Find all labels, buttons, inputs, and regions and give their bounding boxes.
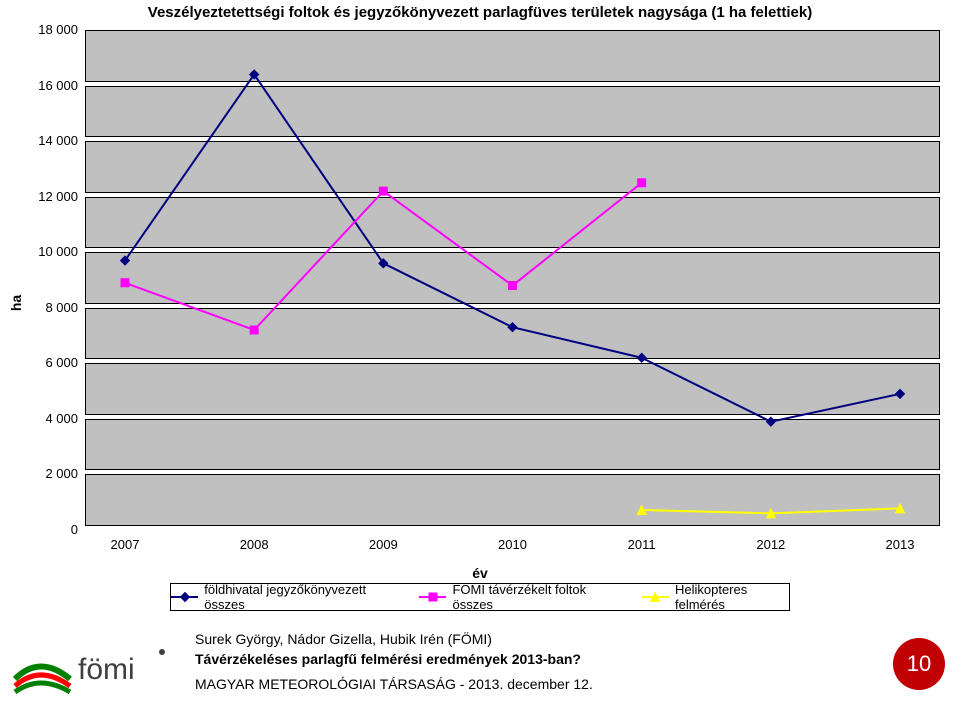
- y-tick-label: 10 000: [23, 244, 78, 259]
- series-marker: [637, 353, 646, 362]
- series-marker: [638, 179, 646, 187]
- y-tick-label: 18 000: [23, 22, 78, 37]
- x-tick-label: 2011: [628, 537, 656, 552]
- chart-area: ha 02 0004 0006 0008 00010 00012 00014 0…: [10, 30, 950, 575]
- y-tick-label: 6 000: [23, 355, 78, 370]
- series-overlay: [85, 30, 940, 530]
- x-tick-label: 2007: [111, 537, 140, 552]
- series-line: [125, 74, 900, 421]
- y-tick-label: 4 000: [23, 411, 78, 426]
- y-tick-label: 12 000: [23, 189, 78, 204]
- series-marker: [766, 417, 775, 426]
- legend-item: földhivatal jegyzőkönyvezett összes: [171, 582, 391, 612]
- series-line: [125, 183, 642, 330]
- series-marker: [121, 279, 129, 287]
- x-tick-label: 2009: [369, 537, 398, 552]
- x-axis-label: év: [472, 565, 488, 581]
- x-tick-label: 2013: [886, 537, 915, 552]
- y-tick-label: 16 000: [23, 78, 78, 93]
- footer-authors: Surek György, Nádor Gizella, Hubik Irén …: [195, 630, 593, 650]
- legend-line-icon: [642, 596, 669, 598]
- series-marker: [509, 282, 517, 290]
- y-axis-label: ha: [8, 294, 24, 310]
- svg-text:fömi: fömi: [78, 653, 135, 686]
- y-tick-label: 14 000: [23, 133, 78, 148]
- series-marker: [250, 326, 258, 334]
- x-tick-label: 2008: [240, 537, 269, 552]
- legend-label: földhivatal jegyzőkönyvezett összes: [204, 582, 391, 612]
- series-marker: [379, 187, 387, 195]
- series-marker: [508, 323, 517, 332]
- page-number-badge: 10: [893, 638, 945, 690]
- plot-region: 02 0004 0006 0008 00010 00012 00014 0001…: [85, 30, 940, 530]
- legend-item: FÖMI távérzékelt foltok összes: [419, 582, 614, 612]
- footer-title: Távérzékeléses parlagfű felmérési eredmé…: [195, 650, 593, 670]
- footer-org-date: MAGYAR METEOROLÓGIAI TÁRSASÁG - 2013. de…: [195, 675, 593, 695]
- footer: fömi Surek György, Nádor Gizella, Hubik …: [0, 624, 960, 702]
- legend-line-icon: [419, 596, 446, 598]
- y-tick-label: 8 000: [23, 300, 78, 315]
- x-tick-label: 2010: [498, 537, 527, 552]
- footer-text: Surek György, Nádor Gizella, Hubik Irén …: [195, 630, 593, 695]
- y-tick-label: 2 000: [23, 466, 78, 481]
- legend-label: Helikopteres felmérés: [675, 582, 789, 612]
- chart-title: Veszélyeztetettségi foltok és jegyzőköny…: [0, 4, 960, 21]
- legend: földhivatal jegyzőkönyvezett összes FÖMI …: [170, 583, 790, 611]
- fomi-logo-icon: fömi: [10, 634, 180, 694]
- legend-line-icon: [171, 596, 198, 598]
- legend-item: Helikopteres felmérés: [642, 582, 789, 612]
- series-marker: [896, 389, 905, 398]
- x-tick-label: 2012: [756, 537, 785, 552]
- y-tick-label: 0: [23, 522, 78, 537]
- legend-label: FÖMI távérzékelt foltok összes: [452, 582, 613, 612]
